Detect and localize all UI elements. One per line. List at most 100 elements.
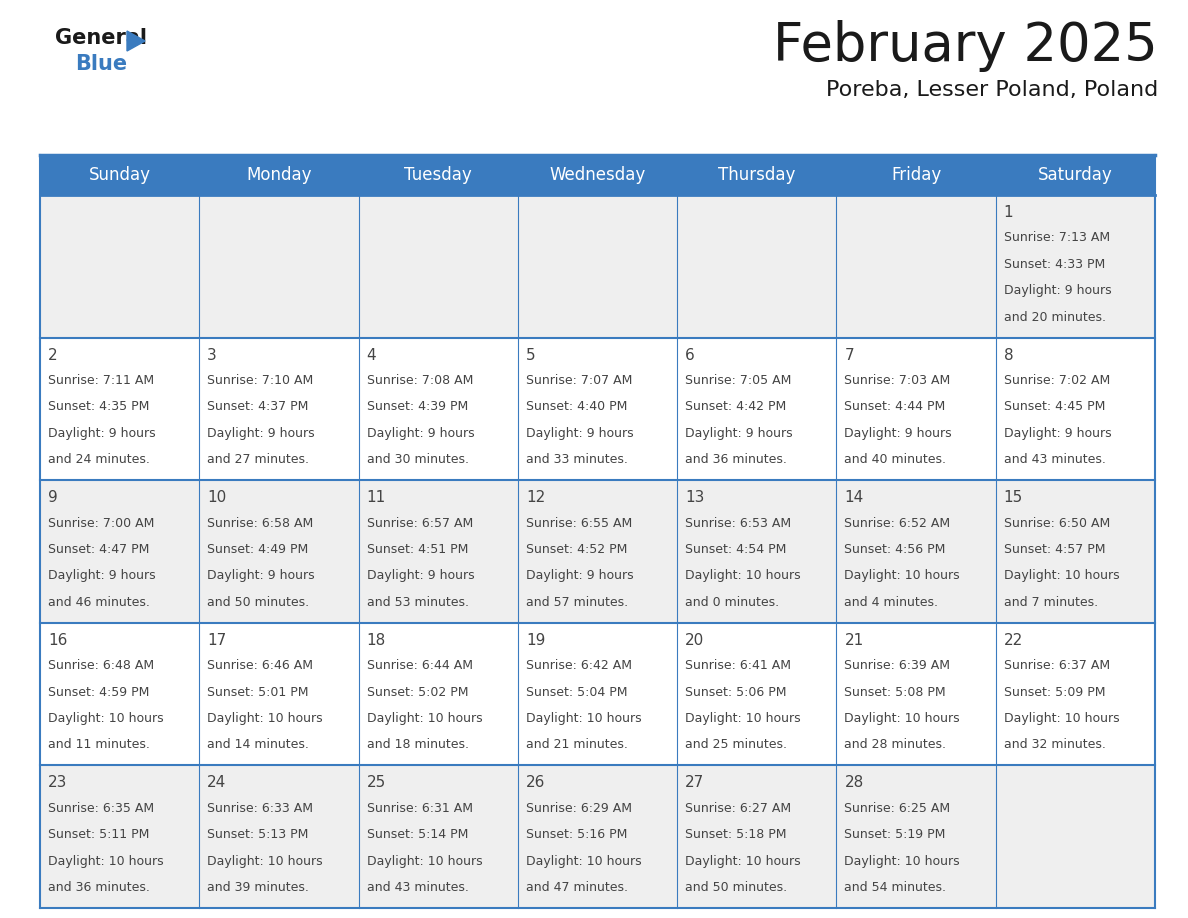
- Text: 22: 22: [1004, 633, 1023, 648]
- Text: Wednesday: Wednesday: [549, 166, 645, 184]
- Text: 25: 25: [367, 776, 386, 790]
- Text: Daylight: 10 hours: Daylight: 10 hours: [845, 855, 960, 868]
- Text: Daylight: 10 hours: Daylight: 10 hours: [845, 712, 960, 725]
- Text: Tuesday: Tuesday: [404, 166, 472, 184]
- Text: and 32 minutes.: and 32 minutes.: [1004, 738, 1106, 751]
- Text: 8: 8: [1004, 348, 1013, 363]
- Text: Sunrise: 6:29 AM: Sunrise: 6:29 AM: [526, 801, 632, 815]
- Text: Sunset: 4:56 PM: Sunset: 4:56 PM: [845, 543, 946, 556]
- Text: 19: 19: [526, 633, 545, 648]
- Text: Sunrise: 7:13 AM: Sunrise: 7:13 AM: [1004, 231, 1110, 244]
- Text: 27: 27: [685, 776, 704, 790]
- Text: Sunrise: 6:27 AM: Sunrise: 6:27 AM: [685, 801, 791, 815]
- Text: and 54 minutes.: and 54 minutes.: [845, 881, 947, 894]
- Text: Sunset: 4:42 PM: Sunset: 4:42 PM: [685, 400, 786, 413]
- Text: Daylight: 10 hours: Daylight: 10 hours: [685, 712, 801, 725]
- Text: Sunset: 4:39 PM: Sunset: 4:39 PM: [367, 400, 468, 413]
- Text: Daylight: 10 hours: Daylight: 10 hours: [845, 569, 960, 582]
- Text: 23: 23: [48, 776, 68, 790]
- Text: 12: 12: [526, 490, 545, 505]
- Text: and 36 minutes.: and 36 minutes.: [685, 453, 786, 466]
- Text: 13: 13: [685, 490, 704, 505]
- Text: Sunrise: 6:39 AM: Sunrise: 6:39 AM: [845, 659, 950, 672]
- Text: and 4 minutes.: and 4 minutes.: [845, 596, 939, 609]
- Text: Sunset: 4:59 PM: Sunset: 4:59 PM: [48, 686, 150, 699]
- Text: and 11 minutes.: and 11 minutes.: [48, 738, 150, 751]
- Text: Monday: Monday: [246, 166, 311, 184]
- Text: Daylight: 10 hours: Daylight: 10 hours: [685, 569, 801, 582]
- Bar: [40, 480, 1155, 622]
- Text: Sunrise: 6:25 AM: Sunrise: 6:25 AM: [845, 801, 950, 815]
- Text: Daylight: 10 hours: Daylight: 10 hours: [526, 855, 642, 868]
- Text: Sunrise: 7:00 AM: Sunrise: 7:00 AM: [48, 517, 154, 530]
- Text: and 18 minutes.: and 18 minutes.: [367, 738, 468, 751]
- Text: and 43 minutes.: and 43 minutes.: [1004, 453, 1106, 466]
- Text: Daylight: 9 hours: Daylight: 9 hours: [845, 427, 952, 440]
- Bar: [40, 155, 1155, 195]
- Text: Sunset: 4:40 PM: Sunset: 4:40 PM: [526, 400, 627, 413]
- Text: Daylight: 10 hours: Daylight: 10 hours: [48, 855, 164, 868]
- Text: Daylight: 10 hours: Daylight: 10 hours: [207, 712, 323, 725]
- Text: Daylight: 9 hours: Daylight: 9 hours: [207, 569, 315, 582]
- Text: Daylight: 9 hours: Daylight: 9 hours: [1004, 427, 1111, 440]
- Text: Sunrise: 6:31 AM: Sunrise: 6:31 AM: [367, 801, 473, 815]
- Text: and 25 minutes.: and 25 minutes.: [685, 738, 788, 751]
- Text: and 7 minutes.: and 7 minutes.: [1004, 596, 1098, 609]
- Text: Sunrise: 7:03 AM: Sunrise: 7:03 AM: [845, 374, 950, 387]
- Text: and 21 minutes.: and 21 minutes.: [526, 738, 627, 751]
- Text: Sunrise: 6:53 AM: Sunrise: 6:53 AM: [685, 517, 791, 530]
- Text: Sunrise: 6:44 AM: Sunrise: 6:44 AM: [367, 659, 473, 672]
- Text: and 0 minutes.: and 0 minutes.: [685, 596, 779, 609]
- Text: Sunrise: 6:52 AM: Sunrise: 6:52 AM: [845, 517, 950, 530]
- Text: and 53 minutes.: and 53 minutes.: [367, 596, 468, 609]
- Text: Sunrise: 6:58 AM: Sunrise: 6:58 AM: [207, 517, 314, 530]
- Text: Sunset: 5:19 PM: Sunset: 5:19 PM: [845, 828, 946, 841]
- Text: and 43 minutes.: and 43 minutes.: [367, 881, 468, 894]
- Text: 28: 28: [845, 776, 864, 790]
- Text: Sunset: 5:04 PM: Sunset: 5:04 PM: [526, 686, 627, 699]
- Text: Friday: Friday: [891, 166, 941, 184]
- Text: Sunrise: 6:42 AM: Sunrise: 6:42 AM: [526, 659, 632, 672]
- Text: 10: 10: [207, 490, 227, 505]
- Text: and 28 minutes.: and 28 minutes.: [845, 738, 947, 751]
- Text: Sunset: 4:35 PM: Sunset: 4:35 PM: [48, 400, 150, 413]
- Text: Sunset: 4:49 PM: Sunset: 4:49 PM: [207, 543, 309, 556]
- Bar: [40, 622, 1155, 766]
- Text: Sunset: 5:13 PM: Sunset: 5:13 PM: [207, 828, 309, 841]
- Text: 11: 11: [367, 490, 386, 505]
- Text: Blue: Blue: [75, 54, 127, 74]
- Text: Daylight: 9 hours: Daylight: 9 hours: [526, 569, 633, 582]
- Text: Sunset: 5:02 PM: Sunset: 5:02 PM: [367, 686, 468, 699]
- Text: Sunset: 4:51 PM: Sunset: 4:51 PM: [367, 543, 468, 556]
- Text: Sunset: 4:52 PM: Sunset: 4:52 PM: [526, 543, 627, 556]
- Text: Sunset: 5:06 PM: Sunset: 5:06 PM: [685, 686, 786, 699]
- Text: Daylight: 9 hours: Daylight: 9 hours: [367, 569, 474, 582]
- Text: Sunset: 5:14 PM: Sunset: 5:14 PM: [367, 828, 468, 841]
- Text: Sunrise: 6:50 AM: Sunrise: 6:50 AM: [1004, 517, 1110, 530]
- Text: Daylight: 9 hours: Daylight: 9 hours: [526, 427, 633, 440]
- Text: 26: 26: [526, 776, 545, 790]
- Text: Sunset: 5:08 PM: Sunset: 5:08 PM: [845, 686, 946, 699]
- Polygon shape: [127, 31, 145, 51]
- Text: and 27 minutes.: and 27 minutes.: [207, 453, 309, 466]
- Text: Sunrise: 6:33 AM: Sunrise: 6:33 AM: [207, 801, 314, 815]
- Text: Thursday: Thursday: [718, 166, 796, 184]
- Text: Sunrise: 7:08 AM: Sunrise: 7:08 AM: [367, 374, 473, 387]
- Text: 1: 1: [1004, 205, 1013, 220]
- Text: Sunset: 5:16 PM: Sunset: 5:16 PM: [526, 828, 627, 841]
- Text: 7: 7: [845, 348, 854, 363]
- Text: Daylight: 9 hours: Daylight: 9 hours: [48, 427, 156, 440]
- Text: Sunrise: 6:46 AM: Sunrise: 6:46 AM: [207, 659, 314, 672]
- Text: Daylight: 10 hours: Daylight: 10 hours: [207, 855, 323, 868]
- Bar: [40, 195, 1155, 338]
- Text: Sunset: 4:54 PM: Sunset: 4:54 PM: [685, 543, 786, 556]
- Bar: [40, 338, 1155, 480]
- Text: 15: 15: [1004, 490, 1023, 505]
- Text: Sunset: 4:44 PM: Sunset: 4:44 PM: [845, 400, 946, 413]
- Text: 17: 17: [207, 633, 227, 648]
- Text: Sunset: 5:09 PM: Sunset: 5:09 PM: [1004, 686, 1105, 699]
- Bar: [40, 766, 1155, 908]
- Text: Sunset: 4:33 PM: Sunset: 4:33 PM: [1004, 258, 1105, 271]
- Text: Sunrise: 6:41 AM: Sunrise: 6:41 AM: [685, 659, 791, 672]
- Text: 14: 14: [845, 490, 864, 505]
